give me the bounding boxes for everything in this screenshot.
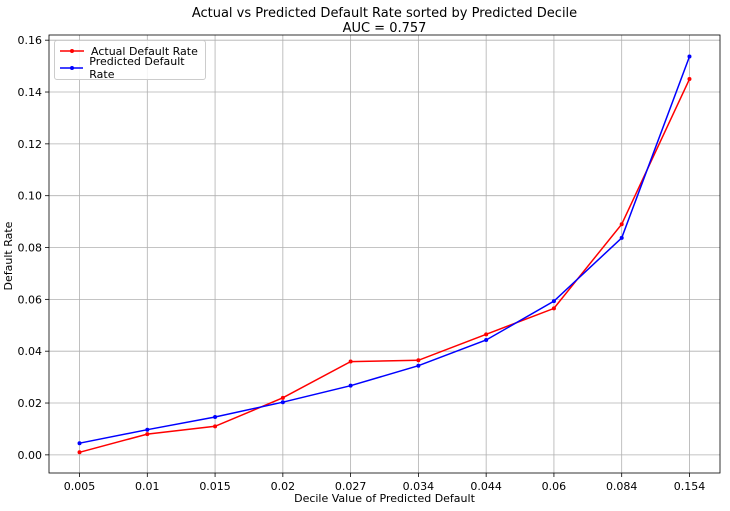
data-point-predicted: [348, 383, 353, 388]
data-point-predicted: [280, 400, 285, 405]
y-tick-label: 0.06: [18, 293, 43, 306]
y-tick-label: 0.02: [18, 397, 43, 410]
data-point-predicted: [213, 415, 218, 420]
x-tick-label: 0.01: [135, 480, 160, 493]
legend: Actual Default Rate Predicted Default Ra…: [54, 40, 206, 81]
x-tick-label: 0.015: [199, 480, 231, 493]
x-tick-label: 0.02: [271, 480, 296, 493]
legend-label-predicted: Predicted Default Rate: [89, 55, 185, 81]
data-point-actual: [348, 359, 353, 364]
y-axis-label: Default Rate: [2, 221, 15, 291]
y-tick-label: 0.08: [18, 242, 43, 255]
x-tick-label: 0.034: [403, 480, 435, 493]
plot-frame: [48, 34, 721, 474]
x-tick-label: 0.084: [606, 480, 638, 493]
x-axis-ticks: 0.005 0.01 0.015 0.02 0.027 0.034 0.044 0.06 0.0…: [64, 473, 705, 493]
y-tick-label: 0.16: [18, 34, 43, 47]
data-point-actual: [145, 432, 150, 437]
data-point-predicted: [145, 427, 150, 432]
y-tick-label: 0.10: [18, 190, 43, 203]
data-point-actual: [551, 306, 556, 311]
series-lines: [77, 54, 692, 455]
legend-item-actual: Actual Default Rate: [59, 44, 198, 58]
data-point-actual: [416, 358, 421, 363]
data-point-actual: [619, 222, 624, 227]
legend-item-predicted: Predicted Default Rate: [59, 55, 205, 81]
data-point-actual: [484, 332, 489, 337]
x-tick-label: 0.154: [674, 480, 706, 493]
x-tick-label: 0.005: [64, 480, 96, 493]
data-point-predicted: [619, 235, 624, 240]
x-tick-label: 0.027: [335, 480, 367, 493]
chart-subtitle: AUC = 0.757: [342, 21, 427, 36]
legend-label-actual: Actual Default Rate: [91, 44, 198, 58]
data-point-predicted: [416, 363, 421, 368]
y-tick-label: 0.00: [18, 449, 43, 462]
y-tick-label: 0.12: [18, 138, 43, 151]
data-point-actual: [687, 77, 692, 82]
x-tick-label: 0.044: [470, 480, 502, 493]
data-point-actual: [280, 395, 285, 400]
chart-title: Actual vs Predicted Default Rate sorted …: [191, 6, 578, 21]
x-tick-label: 0.06: [542, 480, 567, 493]
data-point-predicted: [77, 441, 82, 446]
legend-swatch-actual: [60, 49, 84, 53]
grid-lines: [49, 35, 720, 473]
data-point-actual: [77, 450, 82, 455]
data-point-predicted: [687, 54, 692, 59]
y-tick-label: 0.04: [18, 345, 43, 358]
series-line-actual: [79, 78, 691, 454]
y-tick-label: 0.14: [18, 86, 43, 99]
legend-swatch-predicted: [60, 66, 84, 70]
x-axis-label: Decile Value of Predicted Default: [294, 492, 475, 505]
y-axis-ticks: 0.00 0.02 0.04 0.06 0.08 0.10 0.12 0.14 0.16: [18, 34, 49, 462]
series-line-predicted: [79, 56, 691, 444]
data-point-actual: [213, 424, 218, 429]
data-point-predicted: [484, 338, 489, 343]
data-point-predicted: [551, 299, 556, 304]
